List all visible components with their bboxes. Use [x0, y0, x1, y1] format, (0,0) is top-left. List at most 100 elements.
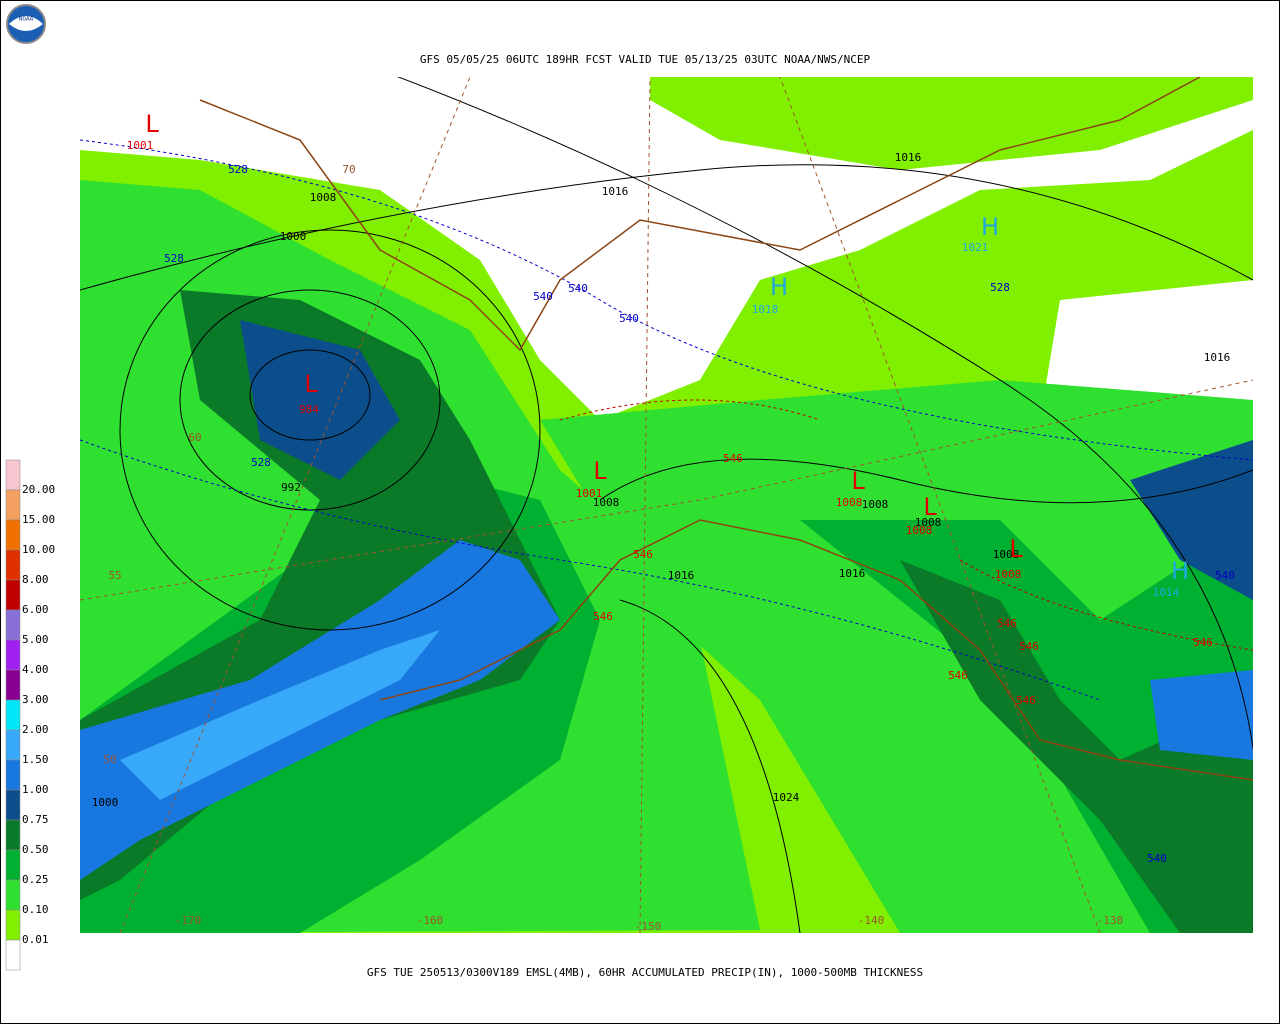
- legend-swatch: [5, 849, 21, 881]
- pressure-center: L: [1009, 535, 1023, 563]
- legend: 20.00 15.00 10.00 8.00 6.00 5.00 4.00 3.00 2.00 1…: [5, 459, 55, 971]
- contour-label: 540: [533, 290, 553, 303]
- legend-label: 6.00: [22, 603, 49, 616]
- contour-label: 1008: [310, 191, 337, 204]
- contour-label: 1018: [752, 303, 779, 316]
- legend-label: 0.01: [22, 933, 49, 946]
- legend-label: 0.10: [22, 903, 49, 916]
- contour-label: 546: [633, 548, 653, 561]
- logo-text: NOAA: [19, 16, 34, 23]
- contour-label: -160: [417, 914, 444, 927]
- contour-label: 1016: [668, 569, 695, 582]
- pressure-center: L: [923, 493, 937, 521]
- contour-label: 50: [103, 753, 116, 766]
- contour-label: 528: [990, 281, 1010, 294]
- legend-swatch: [5, 909, 21, 941]
- contour-label: 546: [723, 452, 743, 465]
- contour-label: 1008: [593, 496, 620, 509]
- contour-label: 1008: [995, 568, 1022, 581]
- legend-swatch: [5, 819, 21, 851]
- legend-label: 1.50: [22, 753, 49, 766]
- contour-label: -140: [858, 914, 885, 927]
- pressure-center: H: [770, 273, 788, 301]
- contour-label: 1024: [773, 791, 800, 804]
- contour-label: 60: [188, 431, 201, 444]
- contour-label: 1021: [962, 241, 989, 254]
- legend-swatch: [5, 459, 21, 491]
- noaa-logo: NOAA: [6, 4, 46, 44]
- contour-label: 528: [164, 252, 184, 265]
- contour-label: 1008: [915, 516, 942, 529]
- legend-swatch: [5, 669, 21, 701]
- contour-label: 1001: [576, 487, 603, 500]
- contour-label: 546: [948, 669, 968, 682]
- contour-label: 546: [593, 610, 613, 623]
- contour-label: 546: [997, 617, 1017, 630]
- contour-label: 70: [342, 163, 355, 176]
- legend-label: 10.00: [22, 543, 55, 556]
- legend-swatch: [5, 699, 21, 731]
- contour-label: 1008: [836, 496, 863, 509]
- legend-label: 4.00: [22, 663, 49, 676]
- contour-label: -130: [1097, 914, 1124, 927]
- contour-label: -170: [175, 914, 202, 927]
- pressure-center: L: [851, 467, 865, 495]
- legend-swatch: [5, 549, 21, 581]
- pressure-center: H: [1171, 557, 1189, 585]
- legend-swatch: [5, 519, 21, 551]
- legend-swatch: [5, 939, 21, 971]
- map-title: GFS 05/05/25 06UTC 189HR FCST VALID TUE …: [420, 53, 871, 66]
- contour-label: 55: [108, 569, 121, 582]
- pressure-center: L: [145, 110, 159, 138]
- legend-label: 2.00: [22, 723, 49, 736]
- contour-label: 528: [228, 163, 248, 176]
- contour-label: -150: [635, 920, 662, 933]
- legend-label: 15.00: [22, 513, 55, 526]
- contour-label: 1008: [862, 498, 889, 511]
- contour-label: 528: [251, 456, 271, 469]
- legend-label: 5.00: [22, 633, 49, 646]
- contour-label: 540: [1147, 852, 1167, 865]
- contour-label: 1008: [906, 524, 933, 537]
- contour-label: 1016: [895, 151, 922, 164]
- contour-label: 540: [1215, 569, 1235, 582]
- contour-label: 540: [619, 312, 639, 325]
- contour-label: 546: [1193, 636, 1213, 649]
- contours: [80, 77, 1253, 933]
- legend-label: 20.00: [22, 483, 55, 496]
- legend-label: 0.50: [22, 843, 49, 856]
- legend-label: 3.00: [22, 693, 49, 706]
- contour-label: 1014: [1153, 586, 1180, 599]
- legend-swatch: [5, 789, 21, 821]
- pressure-center: H: [981, 213, 999, 241]
- legend-label: 0.75: [22, 813, 49, 826]
- contour-label: 546: [1016, 694, 1036, 707]
- contour-label: 984: [299, 403, 319, 416]
- legend-label: 8.00: [22, 573, 49, 586]
- contour-label: 992: [281, 481, 301, 494]
- contour-label: 1000: [92, 796, 119, 809]
- contour-label: 1016: [602, 185, 629, 198]
- contour-label: 1016: [839, 567, 866, 580]
- contour-label: 546: [1019, 640, 1039, 653]
- map-caption: GFS TUE 250513/0300V189 EMSL(4MB), 60HR …: [367, 966, 923, 979]
- contour-label: 540: [568, 282, 588, 295]
- contour-label: 1000: [280, 230, 307, 243]
- legend-swatch: [5, 879, 21, 911]
- legend-label: 1.00: [22, 783, 49, 796]
- legend-swatch: [5, 609, 21, 641]
- contour-label: 1008: [993, 548, 1020, 561]
- legend-swatch: [5, 639, 21, 671]
- precip-field: [80, 77, 1253, 933]
- legend-swatch: [5, 729, 21, 761]
- contour-label: 1001: [127, 139, 154, 152]
- pressure-center: L: [304, 370, 318, 398]
- pressure-center: L: [593, 457, 607, 485]
- legend-swatch: [5, 759, 21, 791]
- legend-swatch: [5, 489, 21, 521]
- legend-swatch: [5, 579, 21, 611]
- legend-label: 0.25: [22, 873, 49, 886]
